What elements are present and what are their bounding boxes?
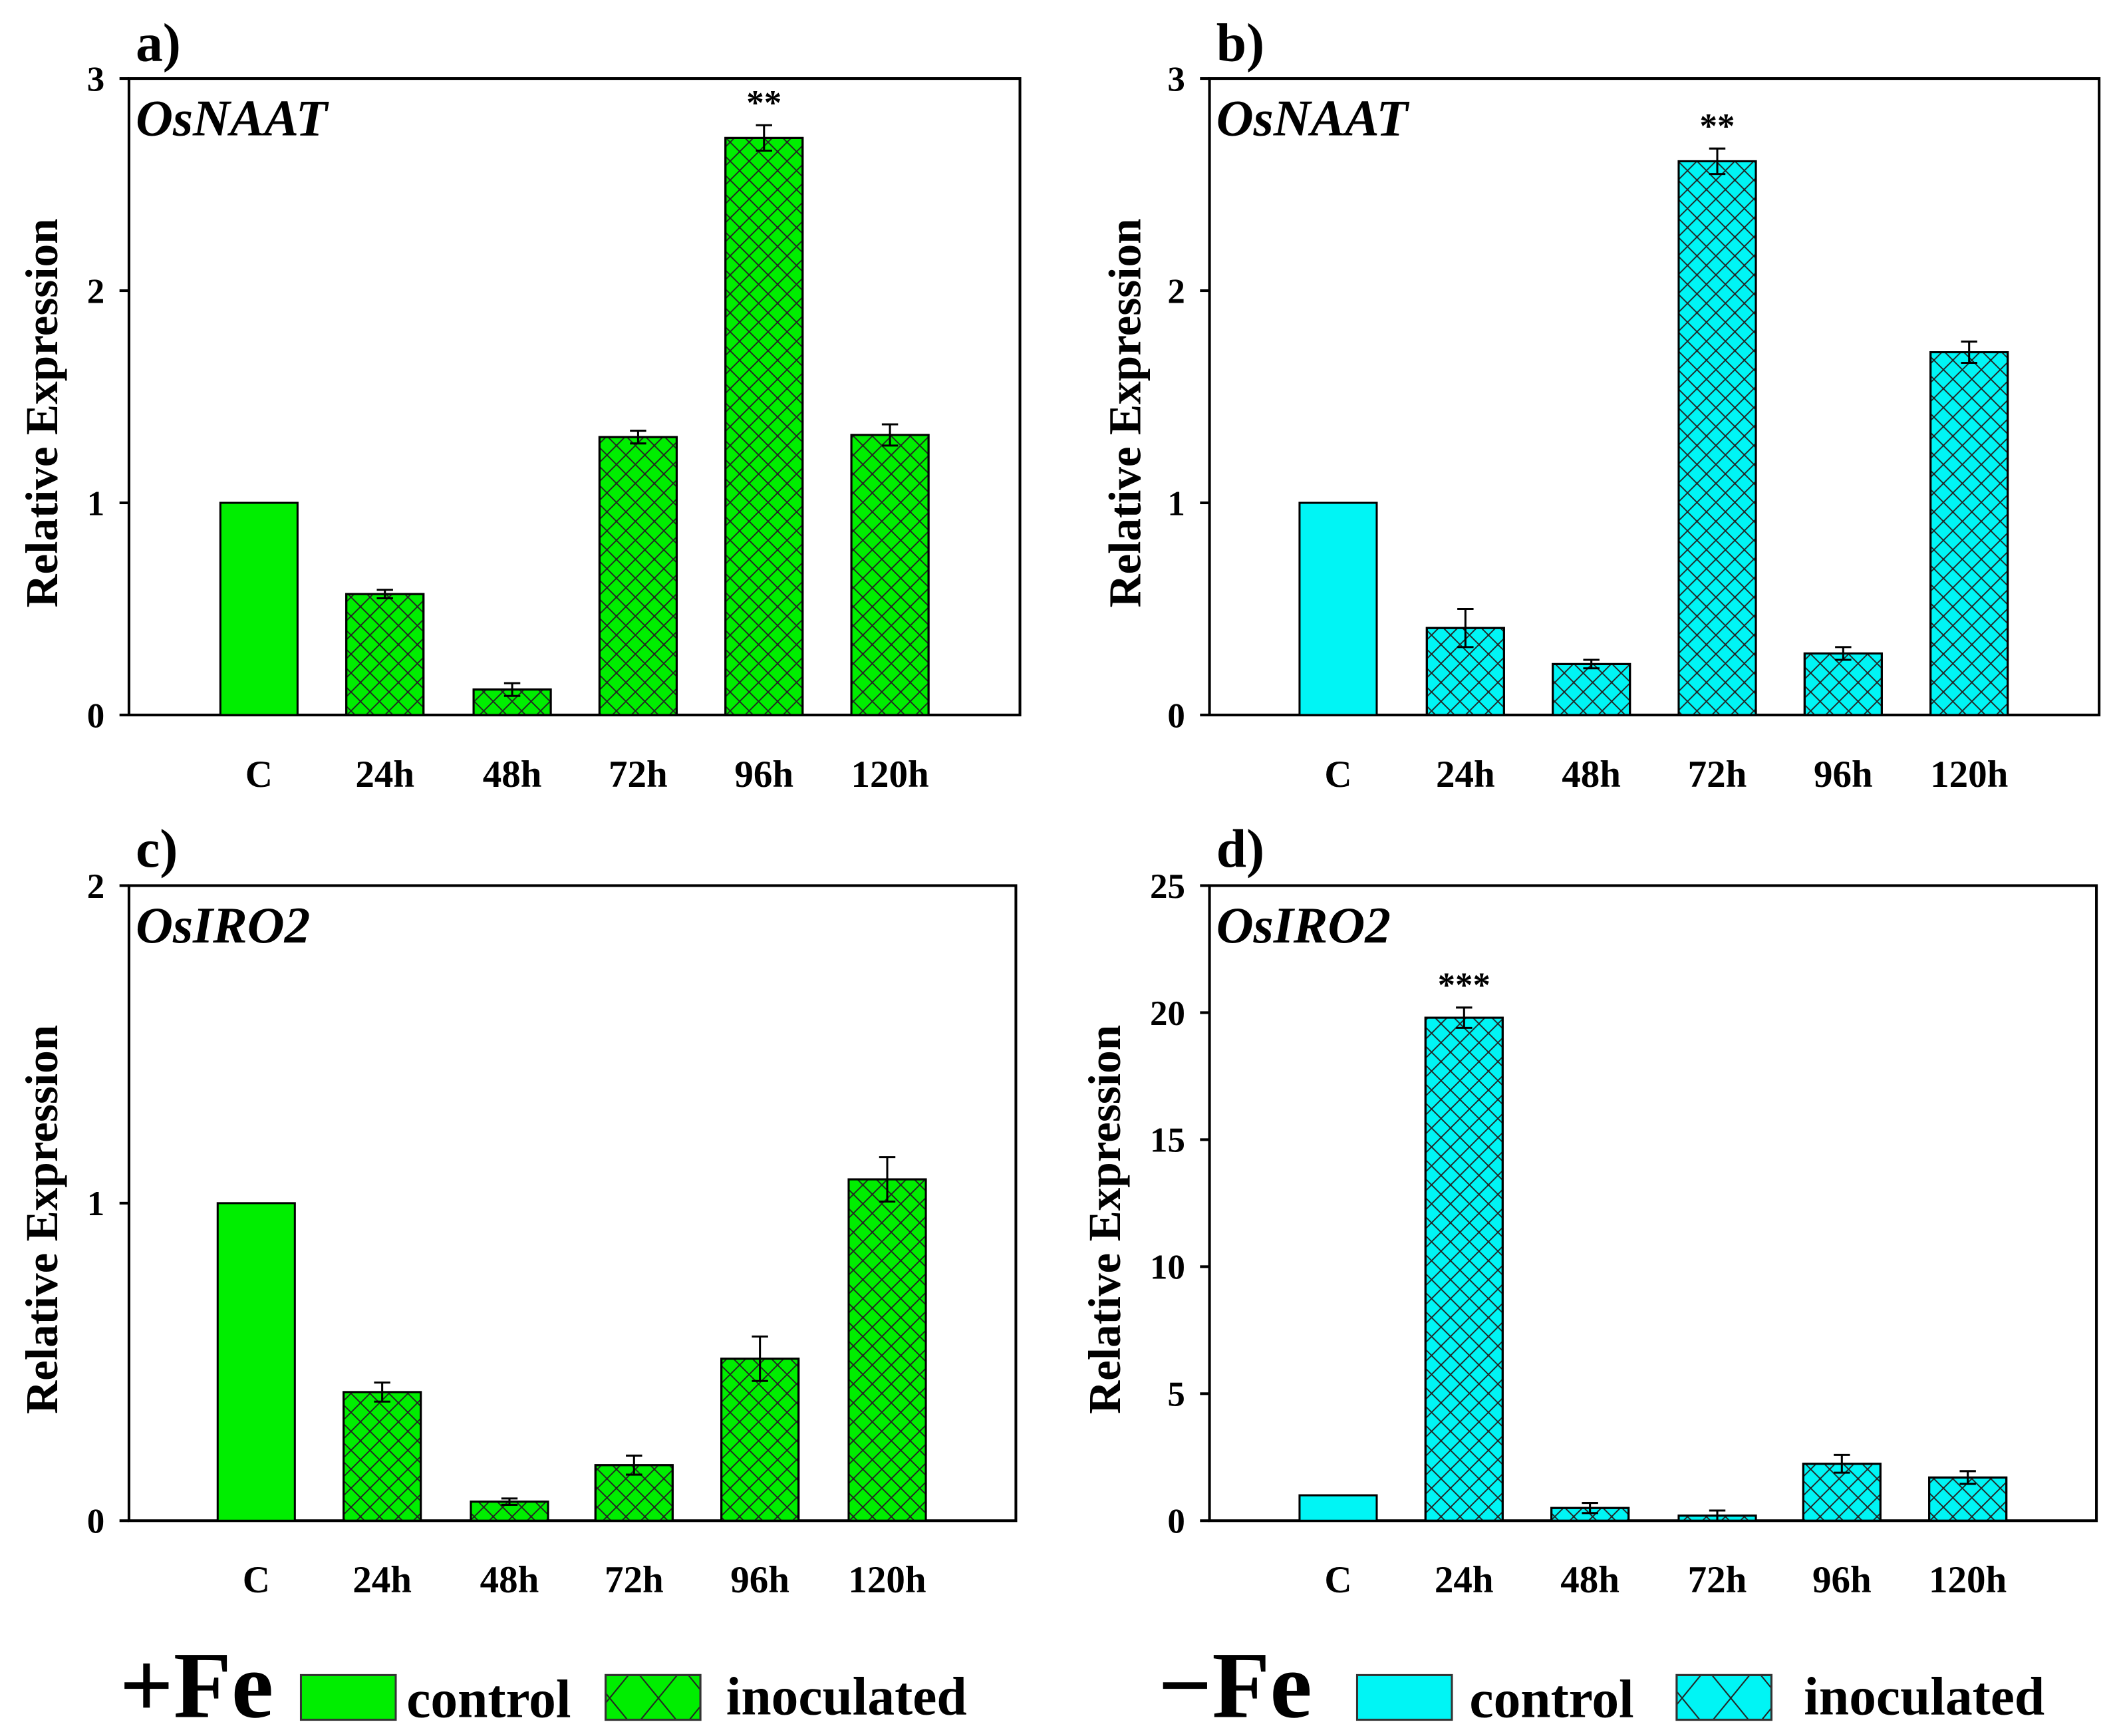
significance-marker: ** [1700, 107, 1735, 146]
chart-panel-d: 0 5 10 15 20 25 Relative Expression d) OsIRO2 C **… [1079, 818, 2098, 1601]
y-tick-label: 25 [1150, 867, 1185, 906]
y-tick-label: 0 [87, 696, 104, 735]
x-tick-label: 24h [1435, 1559, 1494, 1601]
y-tick-label: 5 [1167, 1375, 1185, 1414]
x-tick-label: C [243, 1559, 270, 1601]
bar-hatch-96h [720, 1358, 800, 1522]
plot-frame [1208, 884, 2098, 1522]
legend-swatch-hatch [1675, 1673, 1772, 1721]
legend-minus-fe: −Fe control inoculated [1158, 1632, 2044, 1736]
x-tick-label: 24h [352, 1559, 412, 1601]
y-tick-label: 3 [87, 60, 104, 98]
gene-title: OsNAAT [136, 90, 329, 147]
x-tick-label: 120h [1929, 1559, 2007, 1601]
x-tick-label: 24h [1436, 754, 1495, 796]
chart-panel-c: 0 1 2 Relative Expression c) OsIRO2 C 24h 48h 72h… [16, 818, 1018, 1601]
bar-hatch-96h [1803, 652, 1883, 716]
y-axis-label: Relative Expression [16, 218, 67, 607]
x-tick-label: C [1324, 754, 1351, 796]
gene-title: OsIRO2 [1216, 897, 1391, 954]
legend-label-control: control [1469, 1668, 1633, 1729]
x-tick-label: 120h [1930, 754, 2008, 796]
y-tick-label: 0 [87, 1503, 104, 1541]
y-tick-label: 10 [1150, 1248, 1185, 1287]
x-tick-label: 72h [609, 754, 668, 796]
chart-panel-a: 0 1 2 3 Relative Expression a) OsNAAT C 24h 48h 72… [16, 13, 1022, 796]
bar-hatch-24h [343, 1391, 422, 1522]
x-tick-label: 120h [851, 754, 928, 796]
y-tick-label: 2 [1167, 272, 1185, 311]
legend-condition: −Fe [1158, 1632, 1312, 1736]
x-tick-label: 96h [1814, 754, 1873, 796]
x-tick-label: 48h [1562, 754, 1621, 796]
legend-swatch-hatch [605, 1673, 702, 1721]
x-tick-label: 72h [1688, 1559, 1747, 1601]
bar-hatch-24h [345, 593, 425, 716]
y-tick-label: 1 [87, 484, 104, 523]
y-axis-label: Relative Expression [16, 1025, 67, 1414]
y-tick-label: 1 [87, 1185, 104, 1223]
bar-C [216, 1202, 296, 1522]
plot-frame [1208, 77, 2101, 716]
legend-swatch-control [1355, 1673, 1453, 1721]
bar-hatch-120h [847, 1178, 927, 1522]
chart-panel-b: 0 1 2 3 Relative Expression b) OsNAAT C 24h 48h **… [1099, 13, 2101, 796]
bar-hatch-24h [1424, 1016, 1504, 1522]
panel-label: b) [1216, 13, 1264, 73]
x-tick-label: 96h [730, 1559, 789, 1601]
legend-label-inoculated: inoculated [726, 1665, 967, 1726]
legend-label-inoculated: inoculated [1804, 1665, 2044, 1726]
legend-plus-fe: +Fe control inoculated [120, 1632, 967, 1736]
x-tick-label: C [245, 754, 273, 796]
legend-condition: +Fe [120, 1632, 274, 1736]
x-tick-label: 48h [480, 1559, 539, 1601]
gene-title: OsNAAT [1216, 90, 1410, 147]
bar-hatch-96h [724, 136, 804, 716]
legend-label-control: control [406, 1668, 571, 1729]
y-axis-label: Relative Expression [1079, 1025, 1130, 1414]
bar-hatch-72h [598, 436, 678, 716]
y-tick-label: 0 [1167, 1503, 1185, 1541]
bar-C [1298, 1494, 1378, 1522]
y-tick-label: 2 [87, 272, 104, 311]
y-tick-label: 3 [1167, 60, 1185, 98]
x-tick-label: 48h [483, 754, 542, 796]
x-tick-label: 96h [734, 754, 793, 796]
panel-label: c) [136, 818, 178, 879]
panel-label: a) [136, 13, 181, 73]
y-tick-label: 1 [1167, 484, 1185, 523]
x-tick-label: 120h [848, 1559, 926, 1601]
panel-label: d) [1216, 818, 1264, 879]
bar-hatch-72h [1677, 160, 1757, 716]
bar-C [1298, 502, 1378, 716]
y-tick-label: 20 [1150, 994, 1185, 1033]
y-tick-label: 2 [87, 867, 104, 906]
y-axis-label: Relative Expression [1099, 218, 1151, 607]
bar-hatch-120h [850, 434, 930, 716]
x-tick-label: 96h [1812, 1559, 1872, 1601]
bar-hatch-48h [1552, 662, 1631, 716]
x-tick-label: 24h [355, 754, 414, 796]
legend-swatch-control [299, 1673, 397, 1721]
x-tick-label: 72h [1688, 754, 1747, 796]
significance-marker: ** [746, 84, 781, 122]
plot-frame [127, 77, 1022, 716]
bar-C [219, 502, 299, 716]
x-tick-label: C [1324, 1559, 1351, 1601]
x-tick-label: 72h [605, 1559, 664, 1601]
x-tick-label: 48h [1560, 1559, 1620, 1601]
y-tick-label: 0 [1167, 696, 1185, 735]
significance-marker: *** [1438, 966, 1490, 1005]
gene-title: OsIRO2 [136, 897, 310, 954]
y-tick-label: 15 [1150, 1121, 1185, 1160]
bar-hatch-120h [1929, 351, 2009, 716]
